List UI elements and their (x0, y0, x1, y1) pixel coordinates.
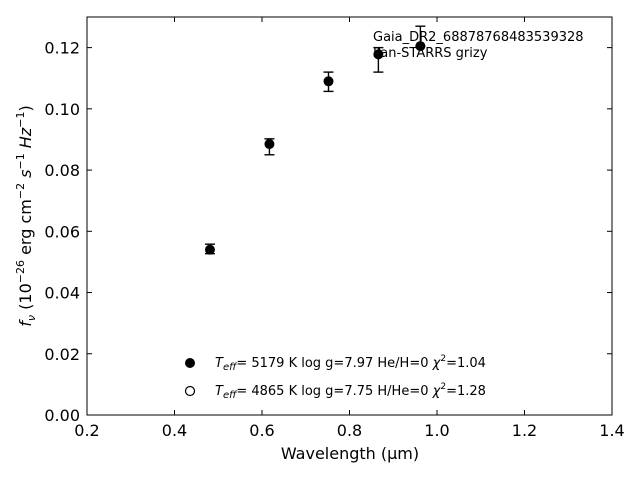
legend: Teff= 5179 K log g=7.97 He/H=0 χ2=1.04 T… (184, 354, 486, 401)
x-tick-label: 0.6 (249, 421, 274, 440)
data-point (264, 139, 275, 150)
y-tick-label: 0.10 (44, 100, 80, 119)
plot-frame (86, 16, 613, 416)
x-tick-label: 1.2 (512, 421, 537, 440)
annotation-survey: Pan-STARRS grizy (373, 46, 488, 61)
y-tick-label: 0.04 (44, 284, 80, 303)
legend-marker-open (184, 385, 196, 397)
x-axis-label: Wavelength (μm) (281, 444, 419, 463)
legend-entry-2: Teff= 4865 K log g=7.75 H/He=0 χ2=1.28 (215, 382, 486, 401)
legend-marker-filled (185, 358, 195, 368)
y-tick-label: 0.12 (44, 39, 80, 58)
annotation-star-id: Gaia_DR2_68878768483539328 (373, 30, 584, 45)
y-tick-label: 0.02 (44, 345, 80, 364)
data-point (204, 244, 215, 255)
y-tick-label: 0.00 (44, 406, 80, 425)
legend-entry-1: Teff= 5179 K log g=7.97 He/H=0 χ2=1.04 (215, 354, 486, 373)
y-tick-label: 0.08 (44, 161, 80, 180)
axis-ticks: 0.2 0.4 0.6 0.8 1.0 1.2 1.4 0.00 0.02 0.04 0.06 0.0… (44, 17, 625, 440)
x-tick-label: 0.2 (74, 421, 99, 440)
y-axis-label: fν (10−26 erg cm−2 s−1 Hz−1) (14, 105, 38, 326)
data-point (415, 41, 426, 52)
x-tick-label: 1.4 (599, 421, 624, 440)
x-tick-label: 1.0 (424, 421, 449, 440)
data-points (204, 41, 426, 255)
data-point (323, 76, 334, 87)
data-point (373, 49, 384, 60)
x-tick-label: 0.4 (162, 421, 187, 440)
y-tick-label: 0.06 (44, 222, 80, 241)
x-tick-label: 0.8 (337, 421, 362, 440)
